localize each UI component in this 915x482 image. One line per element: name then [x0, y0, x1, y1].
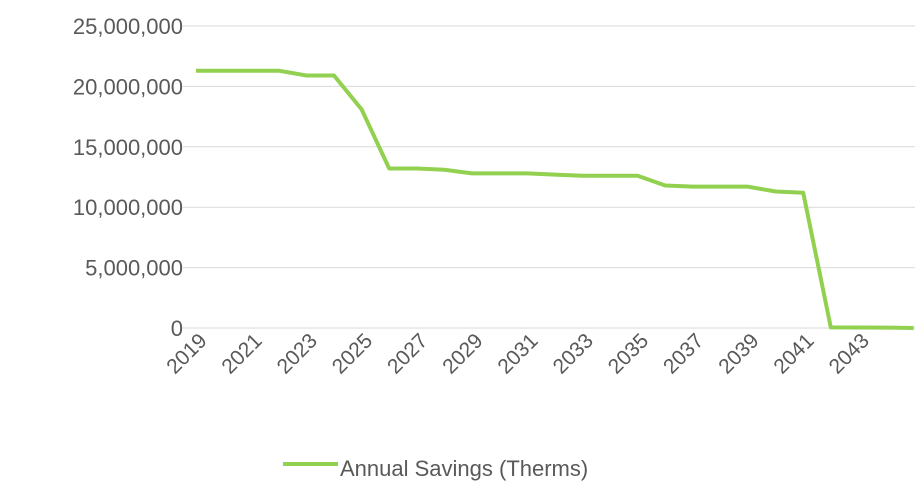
x-tick-label: 2019 [162, 329, 211, 378]
y-tick-label: 10,000,000 [73, 195, 183, 220]
y-tick-label: 25,000,000 [73, 14, 183, 39]
y-tick-label: 20,000,000 [73, 74, 183, 99]
data-line [196, 68, 914, 330]
x-tick-label: 2039 [714, 329, 763, 378]
y-tick-label: 15,000,000 [73, 135, 183, 160]
x-tick-label: 2029 [438, 329, 487, 378]
x-tick-label: 2035 [604, 329, 653, 378]
x-tick-label: 2027 [383, 329, 432, 378]
x-tick-label: 2033 [549, 329, 598, 378]
x-tick-label: 2021 [217, 329, 266, 378]
y-tick-label: 0 [171, 316, 183, 341]
legend-label: Annual Savings (Therms) [340, 456, 588, 481]
x-tick-label: 2031 [493, 329, 542, 378]
x-tick-label: 2025 [328, 329, 377, 378]
y-tick-label: 5,000,000 [85, 256, 183, 281]
x-tick-label: 2037 [659, 329, 708, 378]
x-tick-label: 2023 [273, 329, 322, 378]
x-tick-label: 2041 [769, 329, 818, 378]
x-tick-label: 2043 [825, 329, 874, 378]
